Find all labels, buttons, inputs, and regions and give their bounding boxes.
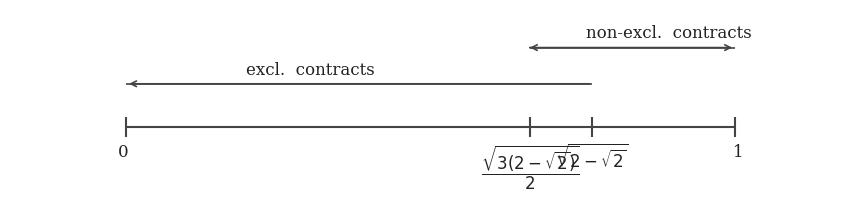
Text: $\dfrac{\sqrt{3(2-\sqrt{2})}}{2}$: $\dfrac{\sqrt{3(2-\sqrt{2})}}{2}$ xyxy=(480,144,579,192)
Text: 1: 1 xyxy=(733,144,743,161)
Text: 0: 0 xyxy=(118,144,129,161)
Text: non-excl.  contracts: non-excl. contracts xyxy=(586,25,752,42)
Text: excl.  contracts: excl. contracts xyxy=(246,62,375,79)
Text: $\sqrt{2-\sqrt{2}}$: $\sqrt{2-\sqrt{2}}$ xyxy=(556,144,629,172)
